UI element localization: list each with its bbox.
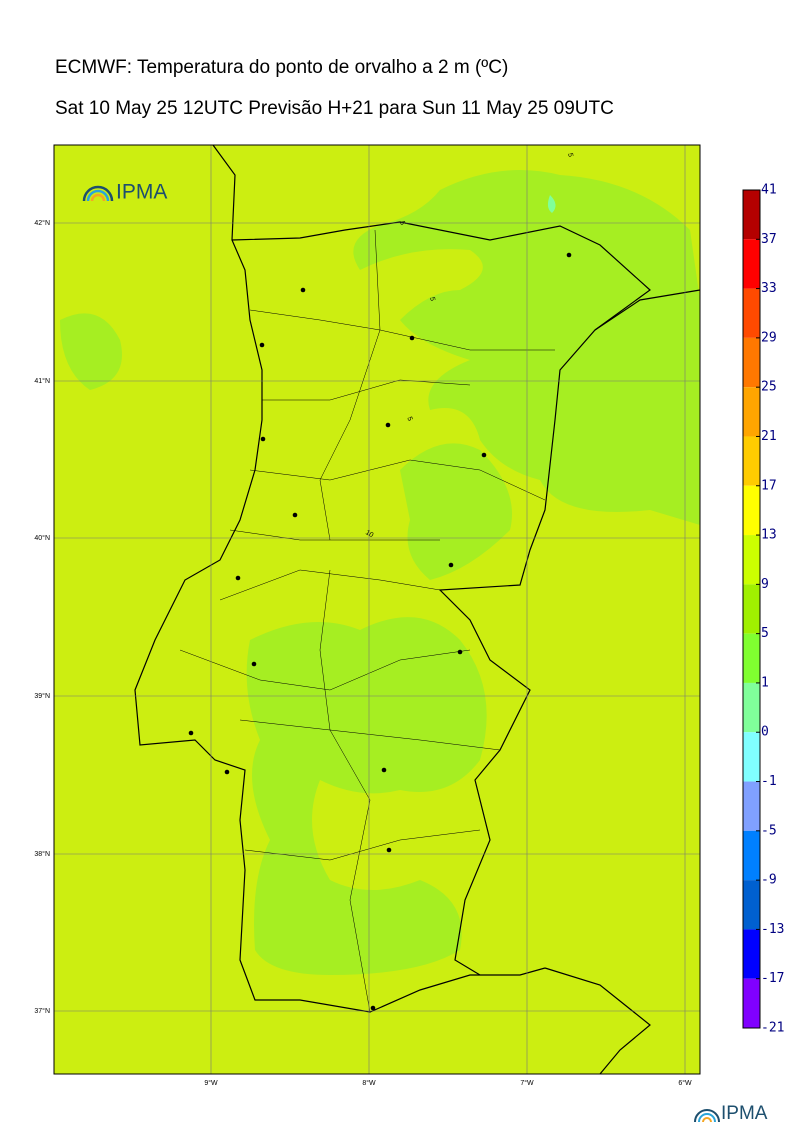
contour-label: 5	[566, 152, 574, 157]
colorbar-segment	[743, 387, 760, 437]
colorbar-label: 13	[761, 528, 777, 543]
colorbar-label: 21	[761, 429, 777, 444]
subtitle: Sat 10 May 25 12UTC Previsão H+21 para S…	[55, 98, 614, 119]
colorbar-segment	[743, 584, 760, 634]
lon-label: 9°W	[204, 1079, 218, 1087]
colorbar-segment	[743, 781, 760, 831]
colorbar-label: 9	[761, 577, 769, 592]
border	[231, 221, 651, 976]
contour-label: 5	[405, 416, 413, 422]
colorbar-segment	[743, 337, 760, 388]
dew-area	[246, 617, 487, 975]
colorbar-label: 5	[761, 626, 769, 641]
colorbar-segment	[743, 288, 760, 338]
colorbar-label: 37	[761, 232, 777, 247]
title: ECMWF: Temperatura do ponto de orvalho a…	[55, 57, 508, 78]
colorbar-label: 0	[761, 725, 769, 740]
lat-label: 38°N	[34, 850, 50, 858]
colorbar-segment	[743, 190, 760, 240]
dew-area	[353, 170, 700, 525]
colorbar-label: 25	[761, 380, 777, 395]
colorbar-label: 41	[761, 183, 777, 198]
colorbar-label: 17	[761, 478, 777, 493]
map-frame	[53, 144, 701, 1075]
dew-area	[547, 195, 556, 213]
colorbar-segment	[743, 929, 760, 979]
colorbar-label: 29	[761, 330, 777, 345]
colorbar-segment	[743, 633, 760, 683]
colorbar-segment	[743, 880, 760, 930]
cities	[188, 252, 572, 1011]
logo-text: IPMA	[116, 181, 167, 204]
colorbar-label: 33	[761, 281, 777, 296]
lon-label: 8°W	[362, 1079, 376, 1087]
colorbar: 41 37 33 29 25 21 17 13 9 5 1 0 -1 -5 -9 -13 -17 -21	[742, 183, 784, 1036]
lat-label: 42°N	[34, 219, 50, 227]
coastline	[134, 144, 701, 1075]
colorbar-label: -17	[761, 971, 784, 986]
colorbar-label: -1	[761, 774, 777, 789]
colorbar-frame	[742, 189, 761, 1029]
coast	[594, 289, 701, 331]
colorbar-label: -9	[761, 873, 777, 888]
colorbar-label: -5	[761, 823, 777, 838]
dew-area	[60, 313, 122, 390]
map: 5 5 5 5 10 IPMA	[53, 144, 701, 1075]
colorbar-segment	[743, 436, 760, 486]
colorbar-label: -13	[761, 922, 784, 937]
colorbar-segment	[743, 535, 760, 585]
colorbar-label: 1	[761, 675, 769, 690]
contour-label: 5	[398, 220, 406, 225]
dew-area	[400, 443, 512, 580]
colorbar-segment	[743, 239, 760, 289]
colorbar-segment	[743, 682, 760, 733]
coast	[134, 144, 546, 1013]
lat-label: 37°N	[34, 1007, 50, 1015]
contour-label: 10	[364, 529, 374, 539]
footer-logo-text: IPMA	[721, 1103, 768, 1124]
lon-label: 7°W	[520, 1079, 534, 1087]
contour-label: 5	[428, 296, 436, 301]
colorbar-label: -21	[761, 1021, 784, 1036]
colorbar-segment	[743, 485, 760, 536]
coast	[544, 967, 651, 1075]
colorbar-segment	[743, 732, 760, 782]
logo	[82, 185, 114, 202]
graticule	[54, 145, 700, 1074]
lon-label: 6°W	[678, 1079, 692, 1087]
colorbar-segment	[743, 978, 760, 1028]
footer-logo	[694, 1109, 720, 1123]
districts	[179, 229, 555, 1013]
colorbar-segment	[743, 830, 760, 881]
lat-label: 41°N	[34, 377, 50, 385]
lat-label: 40°N	[34, 534, 50, 542]
lat-label: 39°N	[34, 692, 50, 700]
